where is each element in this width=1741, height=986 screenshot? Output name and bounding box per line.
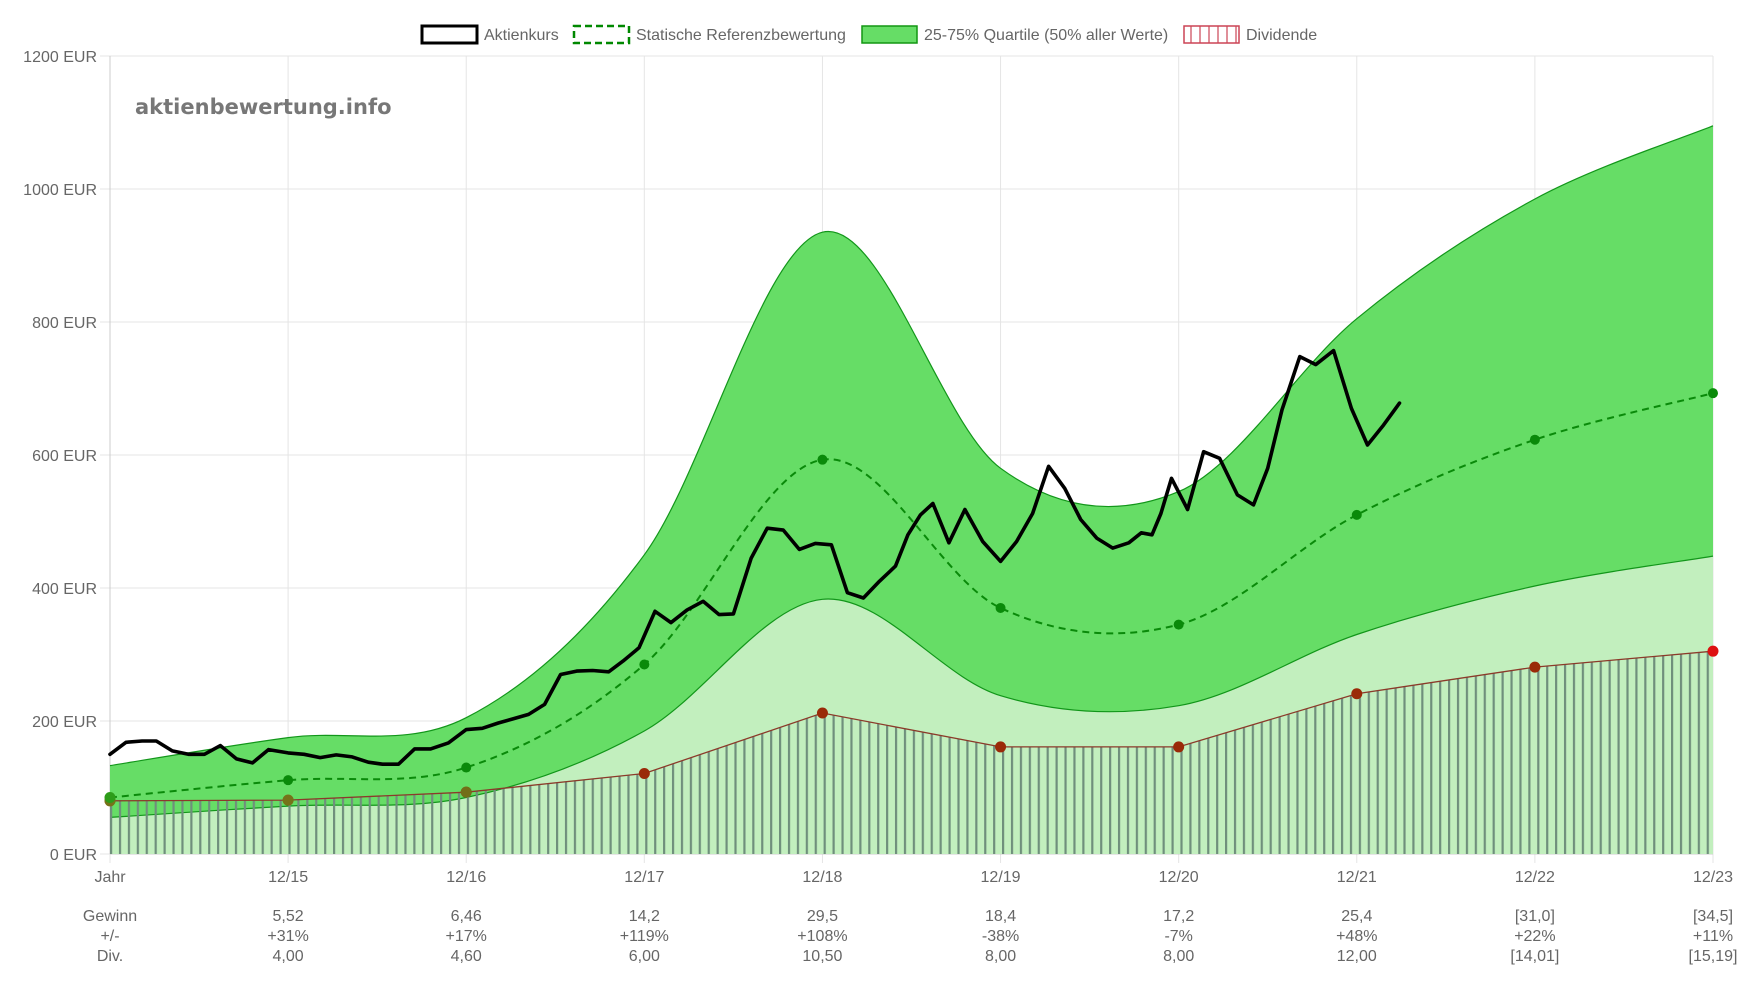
- quartile-upper-line: [109, 125, 1714, 767]
- y-tick-label: 200 EUR: [32, 714, 97, 731]
- price-line: [108, 348, 1402, 766]
- table-row-label-change: +/-: [100, 928, 119, 945]
- table-cell-change: +48%: [1336, 928, 1377, 945]
- table-cell-change: +119%: [620, 928, 669, 945]
- table-cell-div: [14,01]: [1510, 948, 1559, 965]
- chart-points: [104, 388, 1719, 807]
- x-tick-label: 12/19: [981, 869, 1021, 886]
- table-cell-div: 10,50: [802, 948, 842, 965]
- table-cell-gewinn: 14,2: [629, 908, 660, 925]
- table-cell-div: 12,00: [1337, 948, 1377, 965]
- legend-swatch-dividend: [1183, 25, 1240, 44]
- legend-swatch-quartile: [861, 25, 918, 44]
- legend-item-dividend[interactable]: Dividende: [1183, 25, 1317, 44]
- table-cell-gewinn: 29,5: [807, 908, 838, 925]
- dividend-point[interactable]: [1173, 741, 1185, 753]
- table-cell-gewinn: 6,46: [451, 908, 482, 925]
- reference-point[interactable]: [283, 775, 294, 786]
- table-cell-gewinn: 25,4: [1341, 908, 1372, 925]
- table-cell-div: 8,00: [985, 948, 1016, 965]
- reference-point[interactable]: [1173, 619, 1184, 630]
- x-tick-label: 12/17: [624, 869, 664, 886]
- table-cell-change: -38%: [982, 928, 1019, 945]
- reference-point[interactable]: [1529, 434, 1540, 445]
- reference-point[interactable]: [639, 659, 650, 670]
- reference-point[interactable]: [1351, 509, 1362, 520]
- y-tick-label: 800 EUR: [32, 315, 97, 332]
- dividend-point[interactable]: [638, 768, 650, 780]
- data-table: Gewinn 5,52 6,46 14,2 29,5 18,4 17,2 25,4 [31,0]…: [83, 908, 1738, 965]
- table-cell-gewinn: 18,4: [985, 908, 1016, 925]
- reference-point[interactable]: [1708, 388, 1718, 399]
- quartile-band-area: [110, 125, 1713, 818]
- table-cell-change: +108%: [797, 928, 847, 945]
- dividend-point[interactable]: [995, 741, 1007, 753]
- legend-item-price[interactable]: Aktienkurs: [420, 24, 559, 45]
- x-axis: Jahr 12/15 12/16 12/17 12/18 12/19 12/20 12/21 1…: [94, 869, 1733, 886]
- y-tick-label: 400 EUR: [32, 581, 97, 598]
- dividend-point-overlay: [460, 786, 472, 798]
- y-tick-label: 1000 EUR: [23, 182, 97, 199]
- table-cell-gewinn: [31,0]: [1515, 908, 1555, 925]
- table-cell-gewinn: [34,5]: [1693, 908, 1733, 925]
- x-tick-label: 12/15: [268, 869, 308, 886]
- reference-point[interactable]: [461, 762, 472, 773]
- dividend-point[interactable]: [816, 707, 828, 719]
- table-row-label-gewinn: Gewinn: [83, 908, 137, 925]
- legend-swatch-price: [420, 24, 479, 45]
- reference-line: [109, 392, 1714, 799]
- table-cell-div: 8,00: [1163, 948, 1194, 965]
- table-cell-gewinn: 17,2: [1163, 908, 1194, 925]
- watermark: aktienbewertung.info: [135, 95, 392, 119]
- x-tick-label: 12/20: [1159, 869, 1199, 886]
- table-cell-change: +22%: [1514, 928, 1555, 945]
- legend-label-price: Aktienkurs: [484, 27, 559, 44]
- reference-point[interactable]: [995, 602, 1006, 613]
- x-tick-label: 12/16: [446, 869, 486, 886]
- table-row-label-div: Div.: [97, 948, 123, 965]
- dividend-point[interactable]: [1351, 688, 1363, 700]
- dividend-area: [110, 651, 1713, 854]
- dividend-point[interactable]: [1529, 661, 1541, 673]
- x-tick-label: 12/18: [802, 869, 842, 886]
- reference-point[interactable]: [817, 454, 828, 465]
- table-cell-div: 4,00: [273, 948, 304, 965]
- table-cell-change: -7%: [1164, 928, 1192, 945]
- legend-label-quartile: 25-75% Quartile (50% aller Werte): [924, 27, 1168, 44]
- table-cell-change: +31%: [267, 928, 308, 945]
- legend-item-reference[interactable]: Statische Referenzbewertung: [572, 24, 846, 45]
- y-axis: 0 EUR 200 EUR 400 EUR 600 EUR 800 EUR 1000 EU…: [23, 49, 97, 864]
- table-cell-div: [15,19]: [1689, 948, 1738, 965]
- y-tick-label: 600 EUR: [32, 448, 97, 465]
- x-tick-label: Jahr: [94, 869, 126, 886]
- table-cell-gewinn: 5,52: [273, 908, 304, 925]
- x-tick-label: 12/21: [1337, 869, 1377, 886]
- table-cell-change: +11%: [1693, 928, 1733, 945]
- legend-label-dividend: Dividende: [1246, 27, 1317, 44]
- y-tick-label: 1200 EUR: [23, 49, 97, 66]
- table-cell-div: 4,60: [451, 948, 482, 965]
- dividend-point[interactable]: [1707, 645, 1719, 657]
- table-cell-change: +17%: [446, 928, 487, 945]
- dividend-point-overlay: [282, 794, 294, 806]
- reference-point-start: [104, 791, 116, 803]
- y-tick-label: 0 EUR: [50, 847, 97, 864]
- legend-swatch-reference: [572, 24, 631, 45]
- x-tick-label: 12/22: [1515, 869, 1555, 886]
- dividend-line: [109, 650, 1714, 802]
- legend-item-quartile[interactable]: 25-75% Quartile (50% aller Werte): [861, 25, 1168, 44]
- x-tick-label: 12/23: [1693, 869, 1733, 886]
- table-cell-div: 6,00: [629, 948, 660, 965]
- chart-areas: [109, 125, 1714, 854]
- chart-lines: [108, 348, 1714, 802]
- chart-legend: Aktienkurs Statische Referenzbewertung 2…: [420, 24, 1317, 45]
- legend-label-reference: Statische Referenzbewertung: [636, 27, 846, 44]
